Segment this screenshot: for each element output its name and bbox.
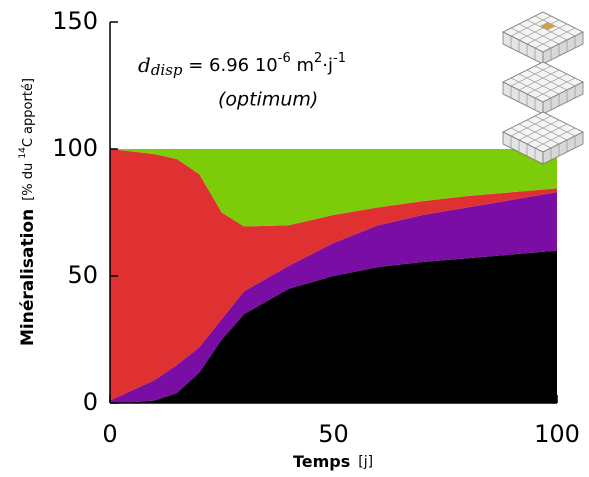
area [110,250,557,403]
x-label-unit: [j] [358,454,373,470]
x-tick-label: 50 [318,420,349,448]
area [110,149,557,401]
area [110,149,557,227]
grid-icons [502,11,584,165]
y-tick-label: 100 [52,134,98,162]
x-tick-label: 0 [102,420,117,448]
annotation-note: (optimum) [218,89,318,111]
x-axis-label: Temps [j] [293,452,373,471]
y-label-unit-start: [% du [21,159,36,201]
annotation: ddisp = 6.96 10-6 m2·j-1 [138,51,346,80]
x-tick-label: 100 [534,420,580,448]
annotation-unit: m [291,55,314,76]
plot-area [110,149,557,403]
highlight-cell [540,22,556,30]
area [110,192,557,403]
annotation-symbol: d [138,53,151,77]
annotation-subscript: disp [151,61,183,79]
annotation-unit-exponent: 2 [314,51,322,66]
y-axis-label: Minéralisation [% du 14C apporté] [18,78,39,346]
annotation-value: = 6.96 10 [183,55,278,76]
y-tick-label: 150 [52,7,98,35]
annotation-exponent: -6 [278,51,291,66]
annotation-unit-rest: ·j [322,55,333,76]
annotation-unit-exponent2: -1 [333,51,346,66]
y-tick-label: 50 [67,261,98,289]
y-label-unit-end: C apporté] [21,78,36,147]
y-label-isotope: 14 [18,147,28,159]
x-label-main: Temps [293,452,350,471]
y-tick-label: 0 [83,388,98,416]
y-label-main: Minéralisation [18,209,38,346]
